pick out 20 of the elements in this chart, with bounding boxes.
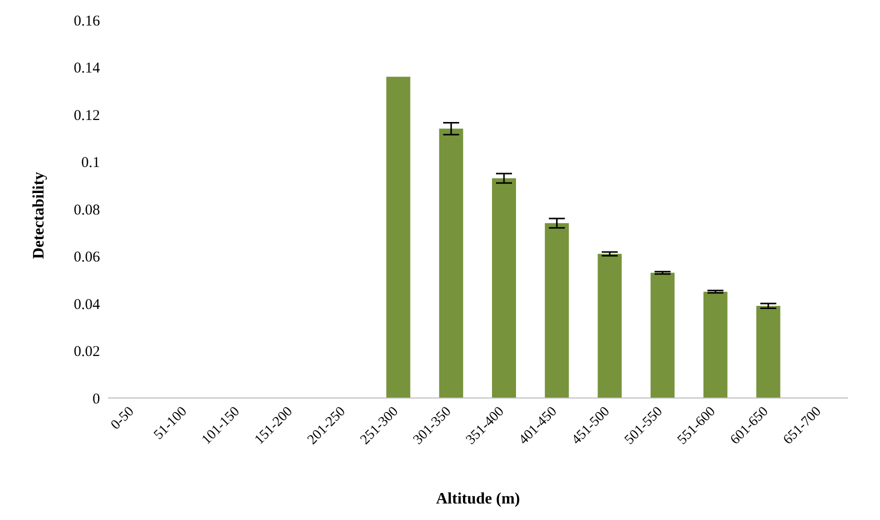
bar bbox=[544, 223, 569, 398]
bar bbox=[703, 292, 728, 398]
bar bbox=[650, 272, 675, 398]
x-axis-title: Altitude (m) bbox=[436, 490, 520, 508]
y-tick-label: 0.16 bbox=[74, 13, 100, 30]
y-tick-label: 0 bbox=[92, 391, 100, 408]
y-tick-label: 0.12 bbox=[74, 108, 100, 124]
bar bbox=[756, 306, 780, 398]
bar bbox=[598, 254, 622, 398]
y-tick-label: 0.08 bbox=[74, 202, 100, 218]
y-tick-label: 0.04 bbox=[74, 296, 100, 313]
x-tick-label: 0-50 bbox=[108, 404, 138, 433]
y-tick-label: 0.06 bbox=[74, 250, 100, 266]
y-tick-label: 0.1 bbox=[81, 155, 100, 172]
y-tick-label: 0.14 bbox=[74, 60, 100, 77]
bar bbox=[386, 76, 410, 398]
bar bbox=[439, 128, 464, 398]
y-tick-label: 0.02 bbox=[74, 344, 100, 360]
bar bbox=[492, 178, 516, 398]
y-axis-title: Detectability bbox=[30, 172, 48, 259]
